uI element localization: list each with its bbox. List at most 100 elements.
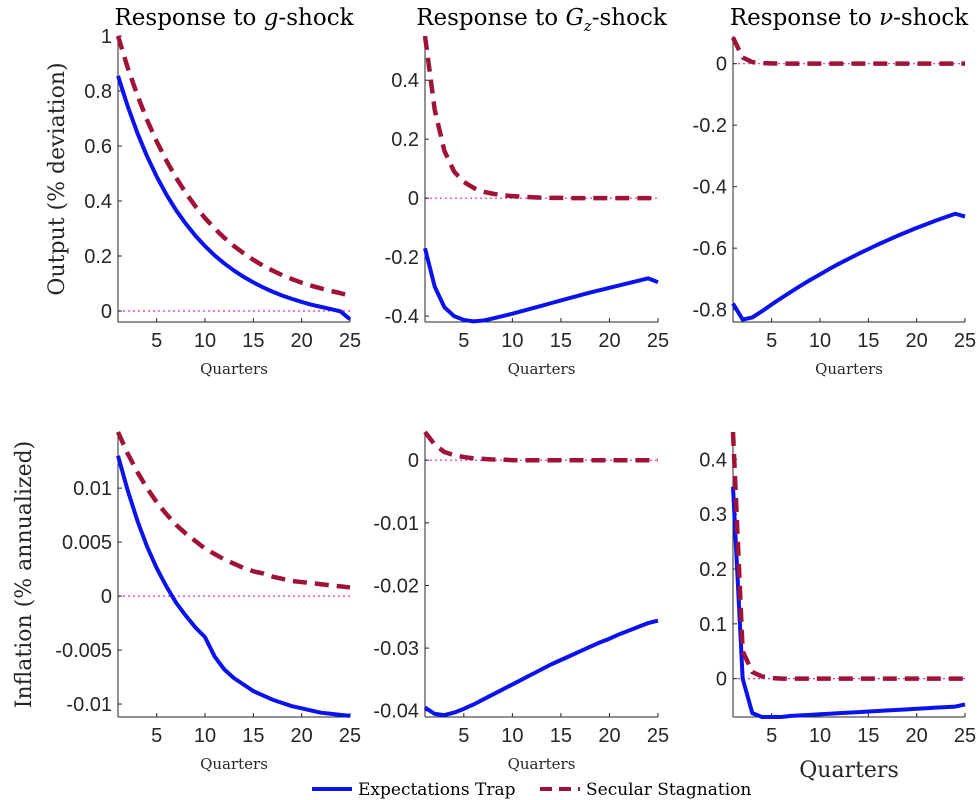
y-tick-label: 0.8 [84, 81, 112, 103]
series-line-secular-stagnation [730, 36, 965, 66]
y-tick-label: -0.4 [693, 177, 727, 199]
y-tick-label: 0.2 [391, 129, 419, 151]
series-line-secular-stagnation [423, 430, 658, 463]
y-tick-label: -0.8 [693, 300, 727, 322]
panel-title: Response to Gz-shock [416, 5, 668, 35]
x-tick-label: 25 [647, 725, 669, 747]
x-tick-label: 25 [647, 330, 669, 352]
y-tick-label: -0.02 [373, 575, 419, 597]
y-tick-label: -0.04 [373, 701, 419, 723]
panels-group: 5 10 15 20 25 0 0.2 0.4 0.6 0.8 1 Quarters Output (%… [12, 5, 976, 783]
title-part: g [264, 5, 279, 31]
panel-4: 5 10 15 20 25 -0.01 -0.005 0 0.005 0.01 Quarters In… [12, 431, 361, 773]
legend-label-expectations-trap: Expectations Trap [358, 780, 516, 800]
x-axis-label: Quarters [508, 755, 576, 773]
x-tick-label: 15 [857, 725, 879, 747]
title-part: -shock [893, 5, 969, 31]
x-axis-label: Quarters [508, 360, 576, 378]
series-line-expectations-trap [731, 211, 966, 322]
x-tick-label: 20 [598, 330, 620, 352]
x-axis-label: Quarters [200, 360, 268, 378]
y-tick-label: -0.03 [373, 638, 419, 660]
x-tick-label: 15 [550, 725, 572, 747]
y-tick-label: 0 [101, 586, 112, 608]
x-tick-label: 5 [766, 330, 777, 352]
title-part: Response to [416, 5, 565, 31]
x-axis-label: Quarters [799, 758, 899, 783]
x-tick-label: 25 [339, 725, 361, 747]
x-axis-label: Quarters [815, 360, 883, 378]
x-tick-label: 10 [809, 725, 831, 747]
x-tick-label: 10 [501, 330, 523, 352]
y-tick-label: 0.4 [391, 70, 419, 92]
series-line-expectations-trap [423, 247, 659, 324]
y-tick-label: -0.4 [385, 306, 419, 328]
x-tick-label: 20 [598, 725, 620, 747]
y-tick-label: -0.2 [693, 115, 727, 137]
legend-label-secular-stagnation: Secular Stagnation [586, 780, 751, 800]
y-tick-label: 0.4 [699, 449, 727, 471]
title-part: Response to [730, 5, 879, 31]
x-tick-label: 5 [766, 725, 777, 747]
series-line-secular-stagnation [115, 35, 351, 299]
y-tick-label: -0.2 [385, 247, 419, 269]
x-tick-label: 25 [954, 330, 976, 352]
y-tick-label: 0.01 [73, 478, 112, 500]
panel-title: Response to g-shock [114, 5, 354, 31]
y-tick-label: 0 [101, 301, 112, 323]
y-tick-label: 0.2 [84, 246, 112, 268]
x-tick-label: 10 [194, 330, 216, 352]
y-axis-label: Inflation (% annualized) [12, 441, 37, 709]
title-part: ν [879, 5, 893, 31]
title-part: z [583, 17, 592, 35]
series-line-secular-stagnation [422, 35, 658, 201]
x-tick-label: 5 [151, 725, 162, 747]
y-tick-label: 0.2 [699, 559, 727, 581]
series-line-secular-stagnation [730, 431, 965, 681]
panel-2: 5 10 15 20 25 -0.4 -0.2 0 0.2 0.4 Quarters Response… [385, 5, 670, 378]
x-tick-label: 25 [339, 330, 361, 352]
x-tick-label: 20 [291, 725, 313, 747]
x-tick-label: 10 [501, 725, 523, 747]
title-part: -shock [592, 5, 668, 31]
x-tick-label: 15 [857, 330, 879, 352]
y-tick-label: 0.3 [699, 504, 727, 526]
y-tick-label: -0.6 [693, 238, 727, 260]
title-part: Response to [114, 5, 263, 31]
y-tick-label: 1 [101, 26, 112, 48]
y-tick-label: 0 [716, 669, 727, 691]
y-axis-label: Output (% deviation) [45, 62, 70, 295]
x-axis-label: Quarters [200, 755, 268, 773]
x-tick-label: 5 [458, 725, 469, 747]
y-tick-label: 0.1 [699, 614, 727, 636]
y-tick-label: 0 [408, 188, 419, 210]
panel-3: 5 10 15 20 25 -0.8 -0.6 -0.4 -0.2 0 Quarters Respon… [693, 5, 977, 378]
series-line-expectations-trap [423, 618, 659, 718]
x-tick-label: 15 [550, 330, 572, 352]
panel-title: Response to ν-shock [730, 5, 969, 31]
panel-5: 5 10 15 20 25 -0.04 -0.03 -0.02 -0.01 0 Quarters [373, 430, 669, 773]
x-tick-label: 10 [194, 725, 216, 747]
y-tick-label: -0.01 [66, 694, 112, 716]
x-tick-label: 5 [151, 330, 162, 352]
y-tick-label: -0.005 [55, 640, 112, 662]
series-line-expectations-trap [116, 455, 351, 718]
panel-6: 5 10 15 20 25 0 0.1 0.2 0.3 0.4 Quarters [699, 431, 976, 783]
series-line-expectations-trap [116, 75, 352, 321]
x-tick-label: 5 [458, 330, 469, 352]
x-tick-label: 20 [906, 330, 928, 352]
x-tick-label: 15 [242, 330, 264, 352]
y-tick-label: 0.005 [62, 532, 112, 554]
y-tick-label: 0.6 [84, 136, 112, 158]
legend: Expectations Trap Secular Stagnation [312, 780, 751, 800]
y-tick-label: 0 [408, 450, 419, 472]
series-line-expectations-trap [731, 486, 966, 719]
y-tick-label: 0.4 [84, 191, 112, 213]
x-tick-label: 10 [809, 330, 831, 352]
title-part: G [565, 5, 583, 31]
x-tick-label: 15 [242, 725, 264, 747]
x-tick-label: 20 [291, 330, 313, 352]
panel-1: 5 10 15 20 25 0 0.2 0.4 0.6 0.8 1 Quarters Output (%… [45, 5, 361, 378]
x-tick-label: 20 [906, 725, 928, 747]
